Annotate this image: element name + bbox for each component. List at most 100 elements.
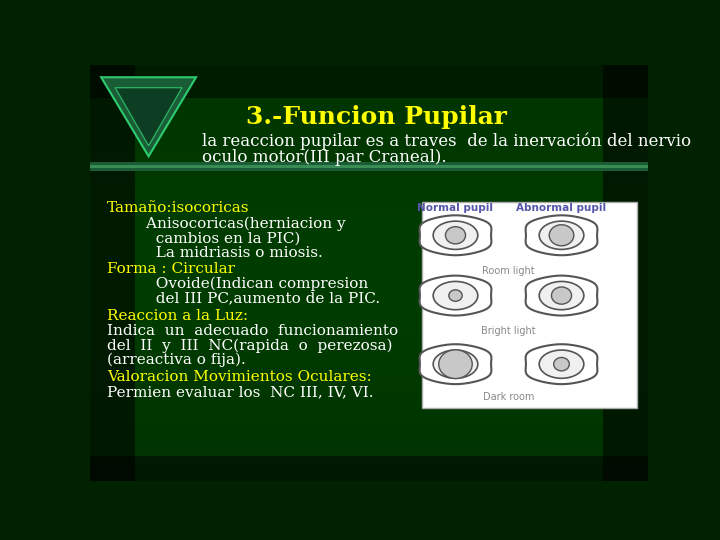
Bar	[90, 79, 648, 82]
Text: La midriasis o miosis.: La midriasis o miosis.	[107, 246, 323, 260]
Bar	[90, 314, 648, 316]
Bar	[90, 227, 648, 229]
Bar	[90, 119, 648, 121]
Bar	[90, 217, 648, 219]
Bar	[90, 84, 648, 85]
Bar	[90, 246, 648, 248]
Bar	[90, 165, 648, 168]
Bar	[90, 348, 648, 349]
Bar	[90, 397, 648, 400]
Bar	[90, 163, 648, 165]
Text: Tamaño:isocoricas: Tamaño:isocoricas	[107, 201, 249, 215]
Bar	[90, 308, 648, 310]
Bar	[90, 283, 648, 285]
Bar	[90, 96, 648, 98]
Bar	[90, 310, 648, 312]
Polygon shape	[526, 215, 598, 255]
Bar	[90, 181, 648, 183]
Bar	[90, 179, 648, 181]
Bar	[90, 281, 648, 283]
Bar	[90, 354, 648, 356]
Bar	[90, 339, 648, 341]
Bar	[90, 109, 648, 111]
Bar	[90, 219, 648, 221]
Bar	[90, 331, 648, 333]
Bar	[90, 364, 648, 366]
Bar	[90, 341, 648, 343]
Bar	[90, 225, 648, 227]
Ellipse shape	[552, 287, 572, 304]
Bar	[90, 352, 648, 354]
Bar	[90, 306, 648, 308]
Bar	[90, 466, 648, 468]
Polygon shape	[115, 87, 182, 146]
Bar	[90, 416, 648, 418]
Bar	[90, 439, 648, 441]
Bar	[90, 304, 648, 306]
Polygon shape	[526, 344, 598, 384]
Bar	[90, 454, 648, 456]
Bar	[90, 391, 648, 393]
Bar	[90, 287, 648, 289]
Polygon shape	[101, 77, 196, 156]
Bar	[90, 316, 648, 319]
Bar	[90, 408, 648, 410]
Bar	[90, 75, 648, 77]
Ellipse shape	[539, 350, 584, 379]
Bar	[90, 256, 648, 258]
Bar	[90, 329, 648, 331]
Bar	[90, 167, 648, 168]
Bar	[90, 333, 648, 335]
Bar	[90, 111, 648, 113]
Bar	[603, 65, 648, 481]
Bar	[90, 424, 648, 427]
Bar	[90, 389, 648, 391]
Bar	[90, 187, 648, 190]
Bar	[90, 100, 648, 102]
Bar	[90, 300, 648, 302]
Bar	[90, 375, 648, 377]
Bar	[90, 231, 648, 233]
Bar	[90, 239, 648, 241]
Polygon shape	[526, 275, 598, 315]
Bar	[90, 443, 648, 446]
Bar	[90, 414, 648, 416]
Ellipse shape	[438, 350, 472, 379]
Bar	[90, 356, 648, 358]
Text: oculo motor(III par Craneal).: oculo motor(III par Craneal).	[202, 148, 446, 166]
Bar	[90, 406, 648, 408]
Text: Valoracion Movimientos Oculares:: Valoracion Movimientos Oculares:	[107, 370, 372, 384]
Text: Forma : Circular: Forma : Circular	[107, 262, 235, 276]
Bar	[90, 312, 648, 314]
Bar	[90, 133, 648, 136]
Bar	[90, 136, 648, 138]
Bar	[90, 400, 648, 402]
Bar	[90, 73, 648, 75]
Bar	[90, 185, 648, 187]
Bar	[90, 160, 648, 163]
Bar	[90, 349, 648, 352]
Bar	[90, 248, 648, 250]
Ellipse shape	[433, 350, 478, 379]
Ellipse shape	[554, 357, 570, 371]
Bar	[90, 158, 648, 160]
Bar	[90, 468, 648, 470]
Bar	[90, 418, 648, 420]
Bar	[90, 327, 648, 329]
Bar	[90, 476, 648, 478]
Bar	[90, 252, 648, 254]
Bar	[90, 373, 648, 375]
Bar	[90, 177, 648, 179]
Bar	[90, 273, 648, 275]
Bar	[90, 321, 648, 322]
Bar	[90, 106, 648, 109]
Bar	[90, 102, 648, 104]
Bar	[90, 383, 648, 385]
Bar	[90, 275, 648, 277]
Bar	[90, 437, 648, 439]
Bar	[90, 202, 648, 204]
Bar	[90, 113, 648, 114]
Bar	[90, 244, 648, 246]
Bar	[90, 98, 648, 100]
Bar	[90, 90, 648, 92]
